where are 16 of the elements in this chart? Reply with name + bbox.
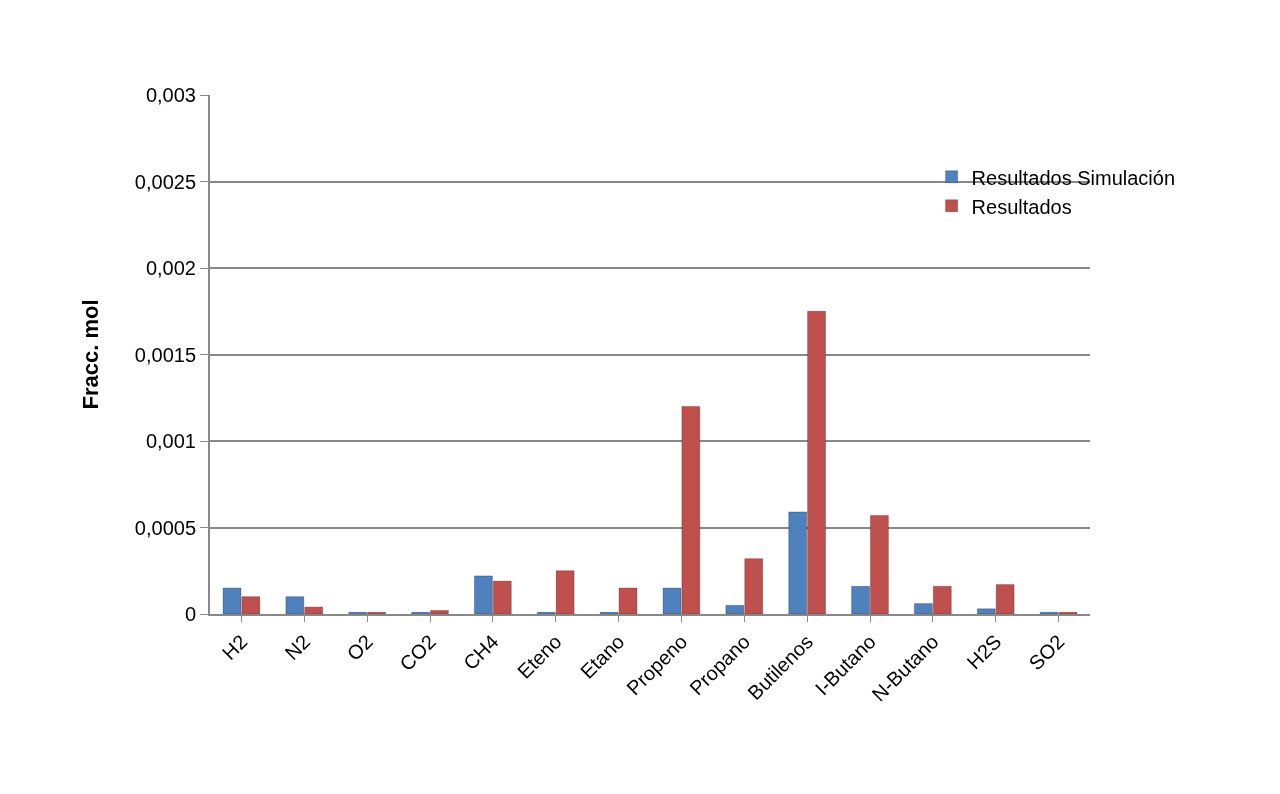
legend-label: Resultados Simulación [971,166,1176,189]
legend-label: Resultados [971,195,1072,218]
y-tick-label: 0,0005 [134,516,196,539]
x-tick-label: N2 [280,630,315,664]
x-tick-label: CO2 [395,630,440,675]
y-tick-label: 0 [184,603,196,625]
x-tick-label: CH4 [458,630,503,675]
x-tick-label: H2S [962,630,1006,674]
y-tick-label: 0,003 [145,84,196,106]
y-tick-label: 0,0025 [134,170,196,193]
y-tick-label: 0,001 [145,430,196,452]
y-tick-label: 0,0015 [134,343,196,366]
y-tick-label: 0,002 [145,257,196,279]
y-axis-title: Fracc. mol [78,299,104,410]
x-tick-label: H2 [217,630,252,664]
x-tick-label: O2 [342,630,378,665]
